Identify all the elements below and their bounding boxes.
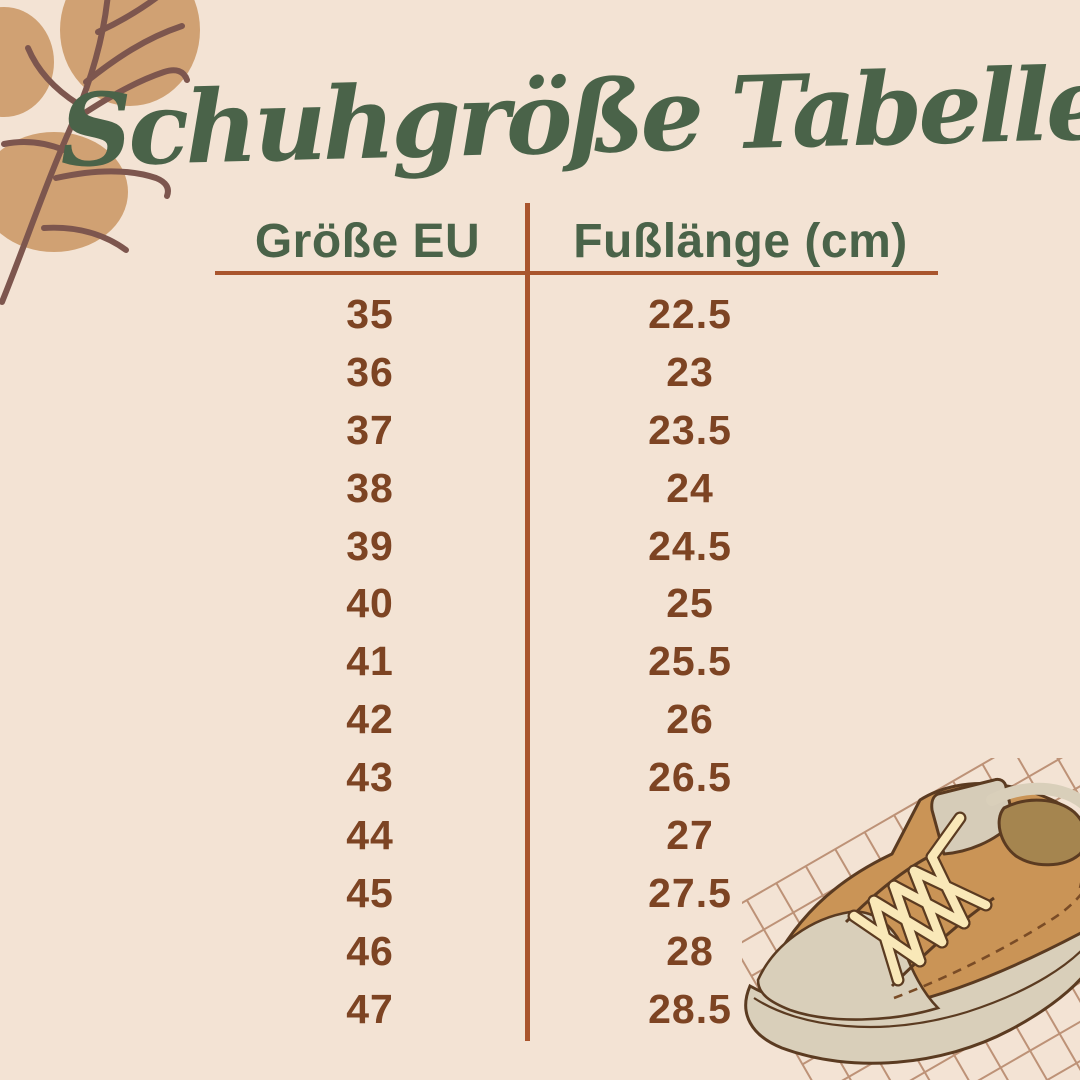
eu-size-cell: 35 <box>346 291 394 337</box>
eu-size-cell: 41 <box>346 638 394 685</box>
eu-size-cell: 43 <box>346 754 394 801</box>
eu-size-cell: 39 <box>346 522 394 569</box>
foot-length-cell: 22.5 <box>648 291 732 337</box>
foot-length-cell: 23.5 <box>648 406 732 453</box>
table-header-underline <box>215 271 938 275</box>
foot-length-cell: 24 <box>666 464 714 511</box>
eu-size-column: 35 36 37 38 39 40 41 42 43 44 45 46 47 <box>220 286 520 1039</box>
page-title: Schuhgröße Tabelle <box>58 44 1080 190</box>
eu-size-cell: 42 <box>346 696 394 743</box>
foot-length-cell: 26.5 <box>648 754 732 801</box>
foot-length-cell: 24.5 <box>648 522 732 569</box>
table-vertical-divider <box>525 203 530 1041</box>
eu-size-cell: 40 <box>346 580 394 627</box>
foot-length-cell: 27.5 <box>648 869 732 916</box>
eu-size-cell: 36 <box>346 348 394 395</box>
column-header-eu-size: Größe EU <box>254 215 481 268</box>
eu-size-cell: 47 <box>346 985 394 1032</box>
foot-length-cell: 27 <box>666 812 714 859</box>
eu-size-cell: 44 <box>346 812 394 859</box>
eu-size-cell: 45 <box>346 869 394 916</box>
column-header-foot-length: Fußlänge (cm) <box>573 215 908 268</box>
foot-length-cell: 28.5 <box>648 985 732 1032</box>
foot-length-column: 22.5 23 23.5 24 24.5 25 25.5 26 26.5 27 … <box>540 286 840 1039</box>
foot-length-cell: 25 <box>666 580 714 627</box>
foot-length-cell: 26 <box>666 696 714 743</box>
foot-length-cell: 28 <box>666 927 714 974</box>
foot-length-cell: 25.5 <box>648 638 732 685</box>
eu-size-cell: 46 <box>346 927 394 974</box>
foot-length-cell: 23 <box>666 348 714 395</box>
eu-size-cell: 38 <box>346 464 394 511</box>
eu-size-cell: 37 <box>346 406 394 453</box>
